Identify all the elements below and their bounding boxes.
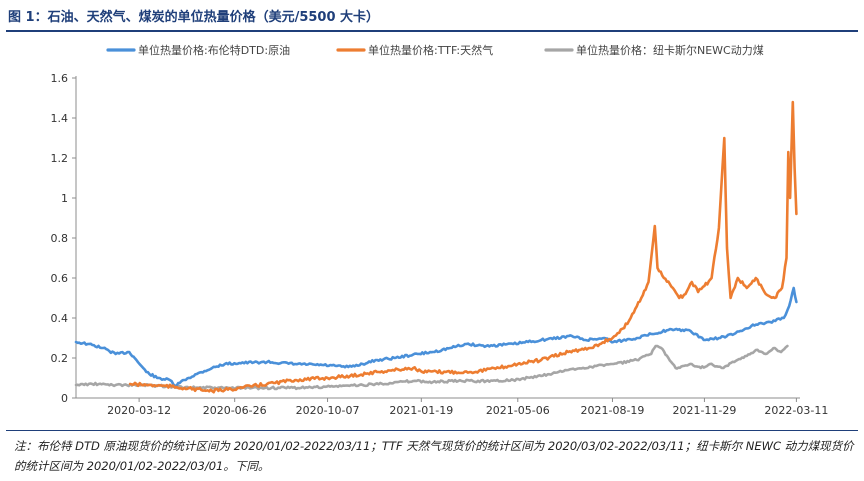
x-tick-label: 2021-11-29: [672, 404, 736, 417]
legend-label: 单位热量价格:布伦特DTD:原油: [138, 43, 290, 57]
series-line-ttf: [128, 100, 798, 394]
line-chart: 单位热量价格:布伦特DTD:原油 单位热量价格:TTF:天然气 单位热量价格：纽卡斯…: [51, 43, 829, 417]
x-tick-label: 2021-01-19: [389, 404, 453, 417]
legend-label: 单位热量价格:TTF:天然气: [368, 43, 493, 57]
legend-item-brent: 单位热量价格:布伦特DTD:原油: [106, 43, 290, 57]
x-tick-label: 2021-08-19: [580, 404, 644, 417]
legend-item-ttf: 单位热量价格:TTF:天然气: [336, 43, 493, 57]
footnote: 注：布伦特 DTD 原油现货价的统计区间为 2020/01/02-2022/03…: [14, 439, 854, 473]
y-tick-label: 0.4: [51, 312, 69, 325]
legend-label: 单位热量价格：纽卡斯尔NEWC动力煤: [576, 43, 764, 57]
x-tick-label: 2022-03-11: [764, 404, 828, 417]
y-tick-label: 0: [61, 392, 68, 405]
y-tick-label: 0.8: [51, 232, 69, 245]
y-axis: 0 0.2 0.4 0.6 0.8 1 1.2 1.4 1.6: [51, 72, 77, 405]
plot-area: [74, 100, 798, 394]
series-line-newc-coal: [74, 344, 789, 391]
series-line-brent: [74, 286, 798, 388]
figure-title: 图 1：石油、天然气、煤炭的单位热量价格（美元/5500 大卡）: [8, 10, 380, 25]
y-tick-label: 0.6: [51, 272, 69, 285]
y-tick-label: 0.2: [51, 352, 69, 365]
legend-item-newc-coal: 单位热量价格：纽卡斯尔NEWC动力煤: [544, 43, 764, 57]
note-rule: [6, 430, 858, 431]
x-axis: 2020-03-12 2020-06-26 2020-10-07 2021-01-19…: [76, 397, 828, 417]
x-tick-label: 2020-06-26: [203, 404, 267, 417]
x-tick-label: 2020-10-07: [296, 404, 360, 417]
x-tick-label: 2020-03-12: [107, 404, 171, 417]
y-tick-label: 1.6: [51, 72, 69, 85]
legend: 单位热量价格:布伦特DTD:原油 单位热量价格:TTF:天然气 单位热量价格：纽卡斯…: [106, 43, 764, 57]
y-tick-label: 1: [61, 192, 68, 205]
y-tick-label: 1.4: [51, 112, 69, 125]
x-tick-label: 2021-05-06: [486, 404, 550, 417]
title-rule: [6, 30, 858, 32]
y-tick-label: 1.2: [51, 152, 69, 165]
